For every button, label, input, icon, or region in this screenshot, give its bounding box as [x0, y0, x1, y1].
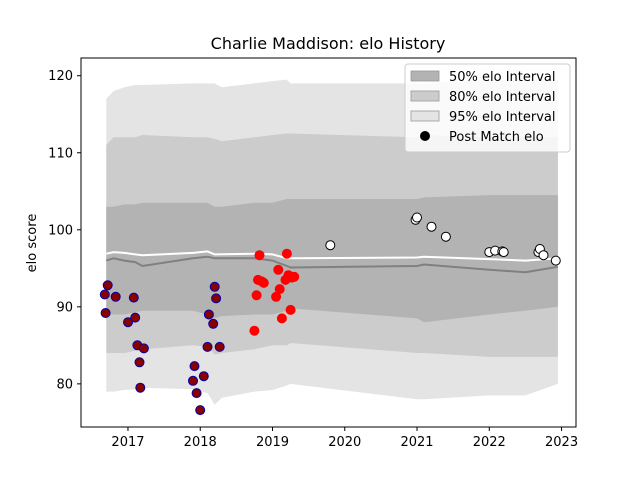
chart-title: Charlie Maddison: elo History [211, 34, 446, 53]
x-tick-label: 2020 [328, 435, 361, 450]
axes-frame [80, 57, 577, 428]
y-tick-label: 120 [48, 69, 73, 84]
y-tick-label: 90 [56, 300, 73, 315]
post-match-elo-point [426, 221, 437, 232]
x-tick-label: 2022 [473, 435, 506, 450]
y-tick-label: 100 [48, 223, 73, 238]
x-tick-label: 2023 [545, 435, 578, 450]
post-match-elo-point [189, 361, 200, 372]
post-match-elo-point [285, 304, 296, 315]
post-match-elo-point [99, 289, 110, 300]
post-match-elo-point [203, 309, 214, 320]
post-match-elo-point [498, 247, 509, 258]
post-match-elo-point [110, 291, 121, 302]
legend-label: 80% elo Interval [449, 90, 556, 105]
post-match-elo-point [100, 308, 111, 318]
post-match-elo-point [130, 312, 141, 323]
post-match-elo-point [211, 293, 222, 304]
post-match-elo-point [202, 341, 213, 352]
post-match-elo-point [191, 388, 202, 399]
y-axis-label: elo score [25, 214, 40, 273]
post-match-elo-point [254, 250, 265, 261]
post-match-elo-point [195, 405, 206, 416]
post-match-elo-point [135, 382, 146, 393]
x-tick-label: 2018 [184, 435, 217, 450]
post-match-elo-point [440, 231, 451, 242]
post-match-elo-point [273, 264, 284, 275]
post-match-elo-point [208, 318, 219, 329]
legend: 50% elo Interval 80% elo Interval 95% elo … [404, 63, 571, 153]
post-match-elo-point [198, 371, 209, 382]
post-match-elo-point [214, 341, 225, 352]
post-match-elo-point [138, 343, 149, 354]
plot-area: 2017 2018 2019 2020 2021 2022 2023 80 90 100 110 12… [48, 57, 578, 450]
post-match-elo-point [281, 248, 292, 259]
legend-label: 95% elo Interval [449, 110, 556, 125]
post-match-elo-point [276, 313, 287, 324]
post-match-elo-point [249, 325, 260, 336]
post-match-elo-point [128, 292, 139, 303]
median-elo-line [105, 255, 559, 274]
x-tick-label: 2021 [400, 435, 433, 450]
post-match-elo-point [188, 375, 198, 386]
post-match-elo-point [258, 277, 269, 288]
x-tick-label: 2019 [256, 435, 289, 450]
legend-swatch [410, 90, 440, 102]
post-match-elo-point [412, 212, 422, 223]
post-match-elo-point [209, 281, 220, 292]
legend-swatch [410, 70, 440, 82]
legend-label: 50% elo Interval [449, 70, 556, 85]
legend-marker [420, 131, 430, 141]
legend-swatch [410, 110, 440, 122]
post-match-elo-point [538, 250, 549, 261]
mean-elo-line [106, 250, 558, 262]
post-match-elo-point [134, 357, 145, 368]
post-match-elo-point [102, 280, 113, 291]
post-match-elo-point [289, 271, 300, 282]
y-tick-label: 110 [48, 146, 73, 161]
y-tick-label: 80 [56, 377, 73, 392]
post-match-elo-point [251, 290, 262, 301]
legend-label: Post Match elo [449, 130, 544, 145]
post-match-elo-point [550, 255, 561, 266]
post-match-elo-point [274, 284, 285, 295]
post-match-elo-point [325, 240, 336, 251]
x-tick-label: 2017 [111, 435, 144, 450]
legend-box [404, 63, 571, 153]
post-match-elo-point [123, 317, 133, 328]
